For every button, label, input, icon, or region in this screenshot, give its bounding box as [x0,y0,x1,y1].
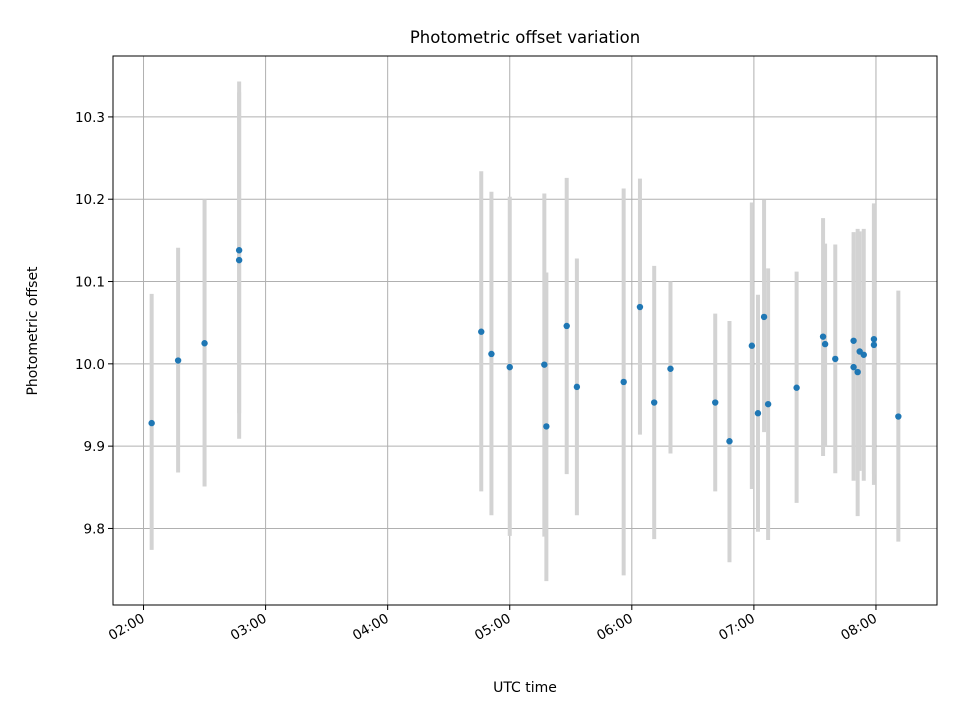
y-tick-label: 9.8 [84,521,105,537]
y-axis-label: Photometric offset [25,266,41,396]
data-point [748,342,756,349]
data-point [650,399,658,406]
data-point [764,400,772,408]
data-point [541,361,548,368]
data-point [235,256,243,264]
data-point [832,355,839,363]
data-point [854,368,861,376]
grid-lines [113,56,937,605]
data-point [870,341,878,349]
data-point [488,350,495,358]
data-point [235,247,243,254]
data-point [895,413,902,420]
data-point [636,303,644,311]
y-tick-label: 10.2 [75,192,105,208]
data-point [860,351,867,358]
y-tick-label: 10.3 [75,110,105,126]
chart-title: Photometric offset variation [410,28,640,47]
data-point [821,340,829,348]
data-point [819,333,827,340]
data-point [850,337,857,344]
x-axis-label: UTC time [493,680,557,696]
data-point [726,438,733,445]
data-point [148,419,155,427]
plot-frame [112,55,938,606]
data-point [760,313,768,321]
y-axis-ticks: 9.8 9.9 10.0 10.1 10.2 10.3 [75,110,113,537]
data-point [793,384,800,391]
data-point [201,340,208,347]
data-point [754,410,762,417]
y-tick-label: 10.1 [75,275,105,291]
data-point [667,365,674,372]
data-point [712,399,719,406]
data-point [850,363,857,371]
data-point [620,378,627,386]
data-point [543,423,550,430]
data-points [148,247,902,445]
data-point [563,322,570,330]
y-tick-label: 10.0 [75,357,105,373]
data-point [506,363,513,371]
data-point [174,357,182,364]
data-point [573,383,581,391]
y-tick-label: 9.9 [84,439,105,455]
data-point [870,335,878,343]
data-point [478,328,485,335]
